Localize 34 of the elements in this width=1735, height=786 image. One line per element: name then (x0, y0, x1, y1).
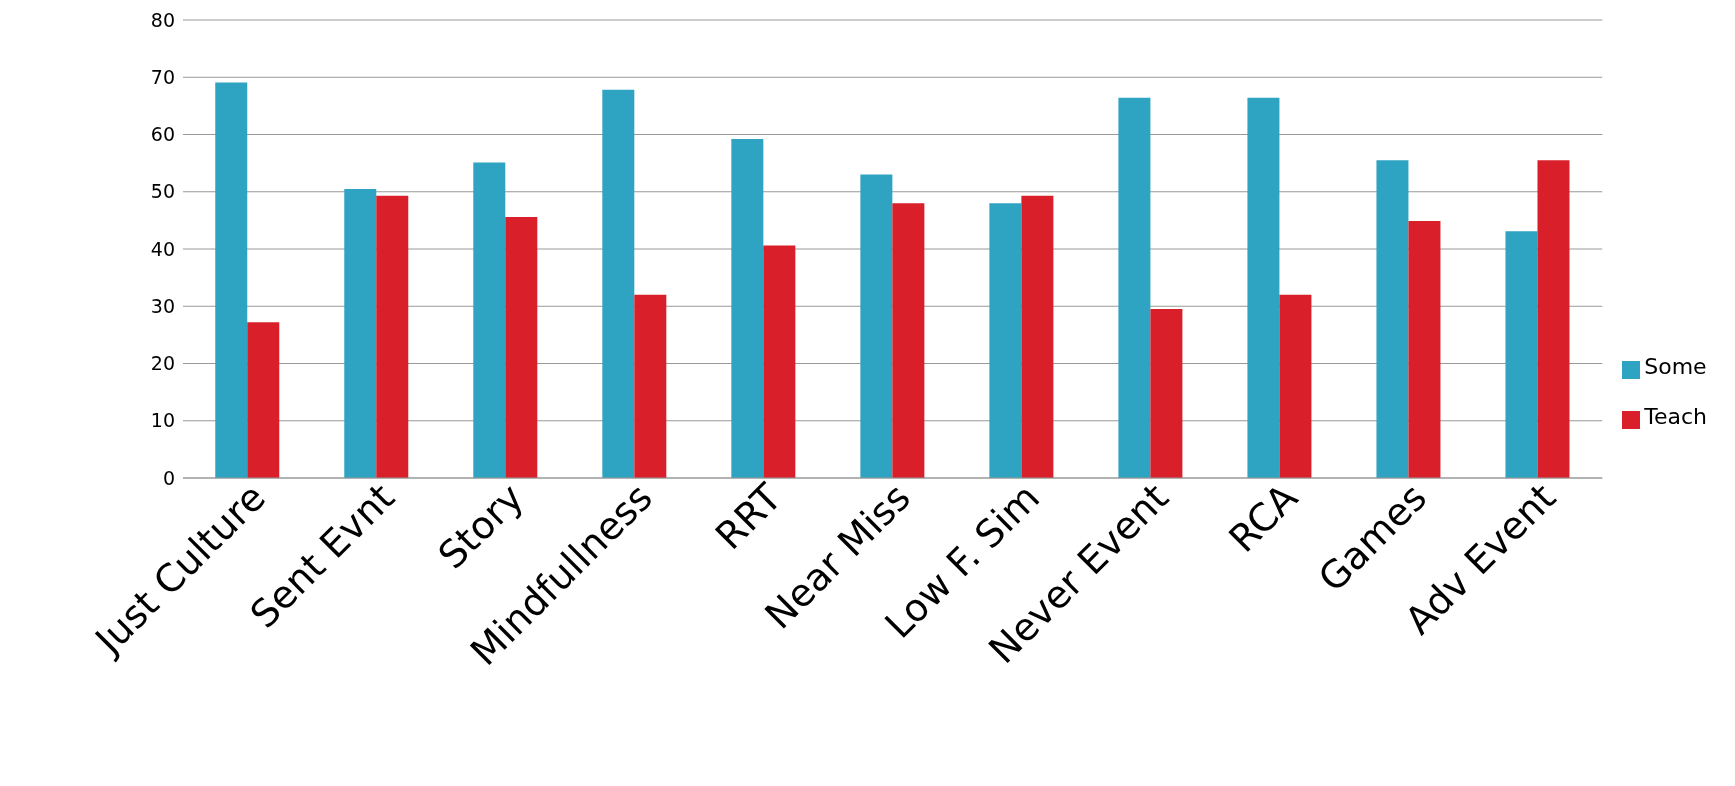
bar (1408, 220, 1441, 478)
bar (731, 139, 764, 478)
bar (505, 216, 538, 478)
x-tick-label: RCA (1220, 475, 1307, 561)
y-tick-label: 20 (150, 352, 175, 375)
bar (1279, 294, 1312, 478)
bar (763, 245, 796, 478)
bar (989, 203, 1022, 478)
bar (1118, 97, 1151, 478)
y-tick-label: 30 (150, 294, 175, 317)
y-tick-label: 10 (150, 409, 175, 432)
bar (215, 82, 248, 478)
bar (1247, 97, 1280, 478)
y-tick-label: 0 (162, 466, 175, 489)
bar (1537, 160, 1570, 478)
y-tick-label: 60 (150, 123, 175, 146)
legend-label: Teach (1644, 404, 1707, 429)
bar (473, 162, 506, 478)
y-tick-label: 70 (150, 66, 175, 88)
bar (860, 174, 893, 478)
legend-label: Some (1644, 354, 1707, 379)
bar (602, 89, 635, 478)
y-tick-label: 50 (150, 180, 175, 203)
y-tick-label: 80 (150, 8, 175, 31)
bar (1150, 309, 1183, 478)
bar (1505, 231, 1538, 478)
bar (892, 203, 925, 478)
bar (247, 322, 280, 478)
bar (634, 294, 667, 478)
y-tick-label: 40 (150, 237, 175, 260)
bar (1376, 160, 1409, 478)
bar (376, 195, 409, 478)
bar (1021, 195, 1054, 478)
bar (344, 188, 377, 478)
